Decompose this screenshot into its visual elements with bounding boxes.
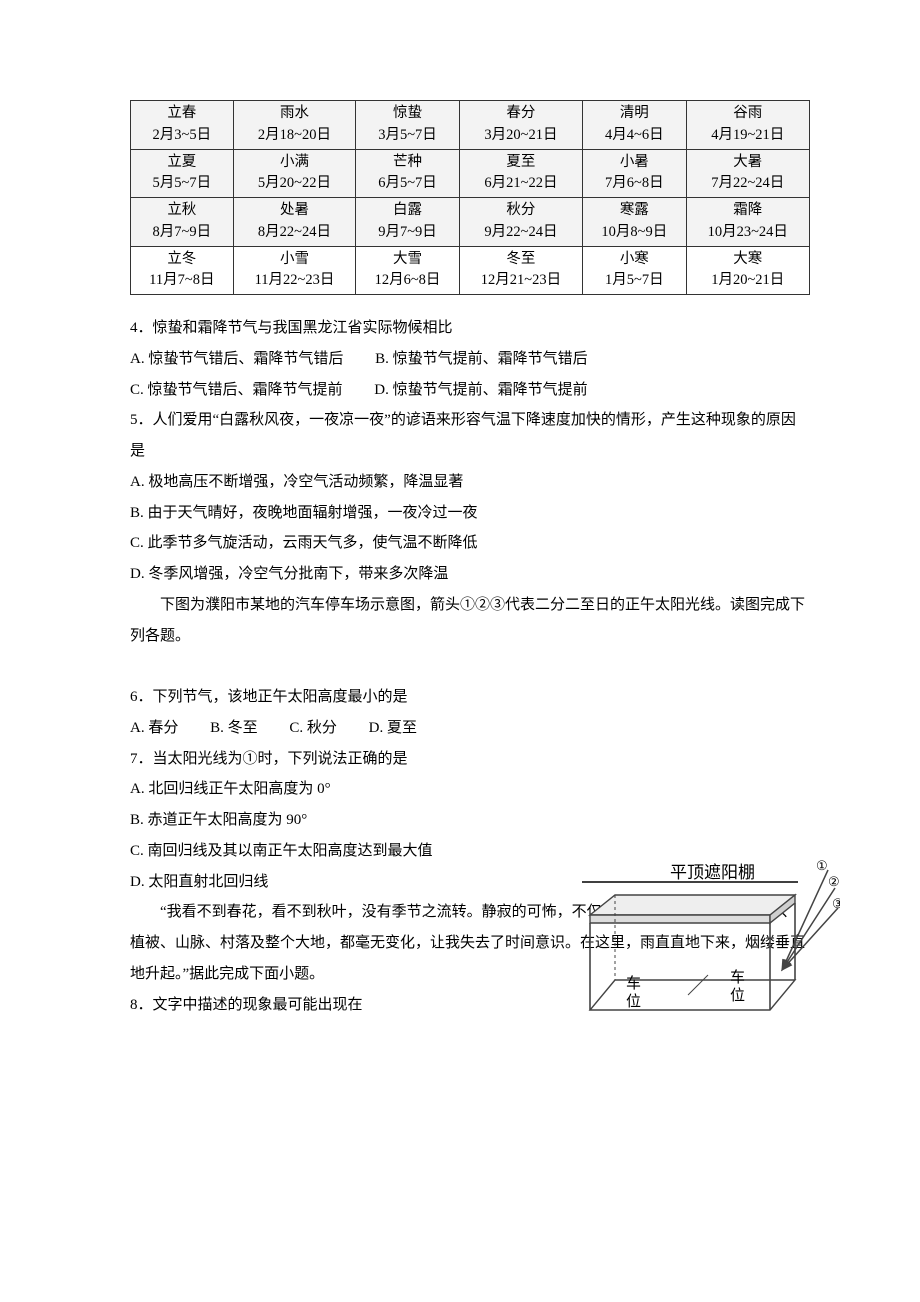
term-cell: 立冬11月7~8日 — [131, 246, 234, 295]
floor — [590, 980, 795, 1010]
term-cell: 小满5月20~22日 — [233, 149, 356, 198]
q4-optB: B. 惊蛰节气提前、霜降节气错后 — [375, 344, 588, 375]
term-cell: 大暑7月22~24日 — [686, 149, 809, 198]
canopy-top — [590, 895, 795, 915]
q5-optB: B. 由于天气晴好，夜晚地面辐射增强，一夜冷过一夜 — [130, 498, 810, 529]
term-cell: 立夏5月5~7日 — [131, 149, 234, 198]
term-cell: 立春2月3~5日 — [131, 101, 234, 150]
q4-line2: C. 惊蛰节气错后、霜降节气提前 D. 惊蛰节气提前、霜降节气提前 — [130, 375, 810, 406]
term-cell: 小雪11月22~23日 — [233, 246, 356, 295]
term-cell: 处暑8月22~24日 — [233, 198, 356, 247]
parking-shade-figure: 平顶遮阳棚 车 位 车 位 — [560, 860, 840, 1040]
q4-optD: D. 惊蛰节气提前、霜降节气提前 — [374, 375, 587, 406]
q5-stem: 5．人们爱用“白露秋风夜，一夜凉一夜”的谚语来形容气温下降速度加快的情形，产生这… — [130, 405, 810, 467]
q4-line1: A. 惊蛰节气错后、霜降节气错后 B. 惊蛰节气提前、霜降节气错后 — [130, 344, 810, 375]
term-cell: 春分3月20~21日 — [459, 101, 582, 150]
mark1: ① — [816, 860, 828, 873]
q6-stem: 6．下列节气，该地正午太阳高度最小的是 — [130, 682, 520, 713]
q4-optA: A. 惊蛰节气错后、霜降节气错后 — [130, 344, 343, 375]
term-cell: 雨水2月18~20日 — [233, 101, 356, 150]
fig-title-text: 平顶遮阳棚 — [670, 863, 755, 882]
term-cell: 冬至12月21~23日 — [459, 246, 582, 295]
term-cell: 立秋8月7~9日 — [131, 198, 234, 247]
canopy-front — [590, 915, 770, 923]
slot2-l2: 位 — [730, 987, 745, 1004]
q5-optC: C. 此季节多气旋活动，云雨天气多，使气温不断降低 — [130, 528, 810, 559]
q4-optC: C. 惊蛰节气错后、霜降节气提前 — [130, 375, 343, 406]
term-cell: 夏至6月21~22日 — [459, 149, 582, 198]
q7-optC: C. 南回归线及其以南正午太阳高度达到最大值 — [130, 836, 520, 867]
mark3: ③ — [832, 896, 840, 911]
q7-stem: 7．当太阳光线为①时，下列说法正确的是 — [130, 744, 520, 775]
term-cell: 秋分9月22~24日 — [459, 198, 582, 247]
q6-optC: C. 秋分 — [289, 713, 337, 744]
term-cell: 霜降10月23~24日 — [686, 198, 809, 247]
solar-terms-table: 立春2月3~5日雨水2月18~20日惊蛰3月5~7日春分3月20~21日清明4月… — [130, 100, 810, 295]
ray-3 — [782, 908, 838, 970]
term-cell: 白露9月7~9日 — [356, 198, 459, 247]
q6-optB: B. 冬至 — [210, 713, 258, 744]
spacer — [130, 651, 810, 682]
ray-1 — [782, 870, 828, 970]
mark2: ② — [828, 874, 840, 889]
q5-optD: D. 冬季风增强，冷空气分批南下，带来多次降温 — [130, 559, 810, 590]
q6-opts: A. 春分 B. 冬至 C. 秋分 D. 夏至 — [130, 713, 520, 744]
passage1: 下图为濮阳市某地的汽车停车场示意图，箭头①②③代表二分二至日的正午太阳光线。读图… — [130, 590, 810, 652]
q5-optA: A. 极地高压不断增强，冷空气活动频繁，降温显著 — [130, 467, 810, 498]
q6-optA: A. 春分 — [130, 713, 178, 744]
slot1-l1: 车 — [626, 975, 641, 992]
slot1-l2: 位 — [626, 993, 641, 1010]
divider-line — [688, 975, 708, 995]
q6-optD: D. 夏至 — [369, 713, 417, 744]
term-cell: 大雪12月6~8日 — [356, 246, 459, 295]
term-cell: 大寒1月20~21日 — [686, 246, 809, 295]
term-cell: 小暑7月6~8日 — [583, 149, 686, 198]
q4-stem: 4．惊蛰和霜降节气与我国黑龙江省实际物候相比 — [130, 313, 810, 344]
term-cell: 谷雨4月19~21日 — [686, 101, 809, 150]
q7-optA: A. 北回归线正午太阳高度为 0° — [130, 774, 520, 805]
term-cell: 惊蛰3月5~7日 — [356, 101, 459, 150]
term-cell: 芒种6月5~7日 — [356, 149, 459, 198]
term-cell: 清明4月4~6日 — [583, 101, 686, 150]
term-cell: 寒露10月8~9日 — [583, 198, 686, 247]
q7-optB: B. 赤道正午太阳高度为 90° — [130, 805, 520, 836]
slot2-l1: 车 — [730, 969, 745, 986]
term-cell: 小寒1月5~7日 — [583, 246, 686, 295]
